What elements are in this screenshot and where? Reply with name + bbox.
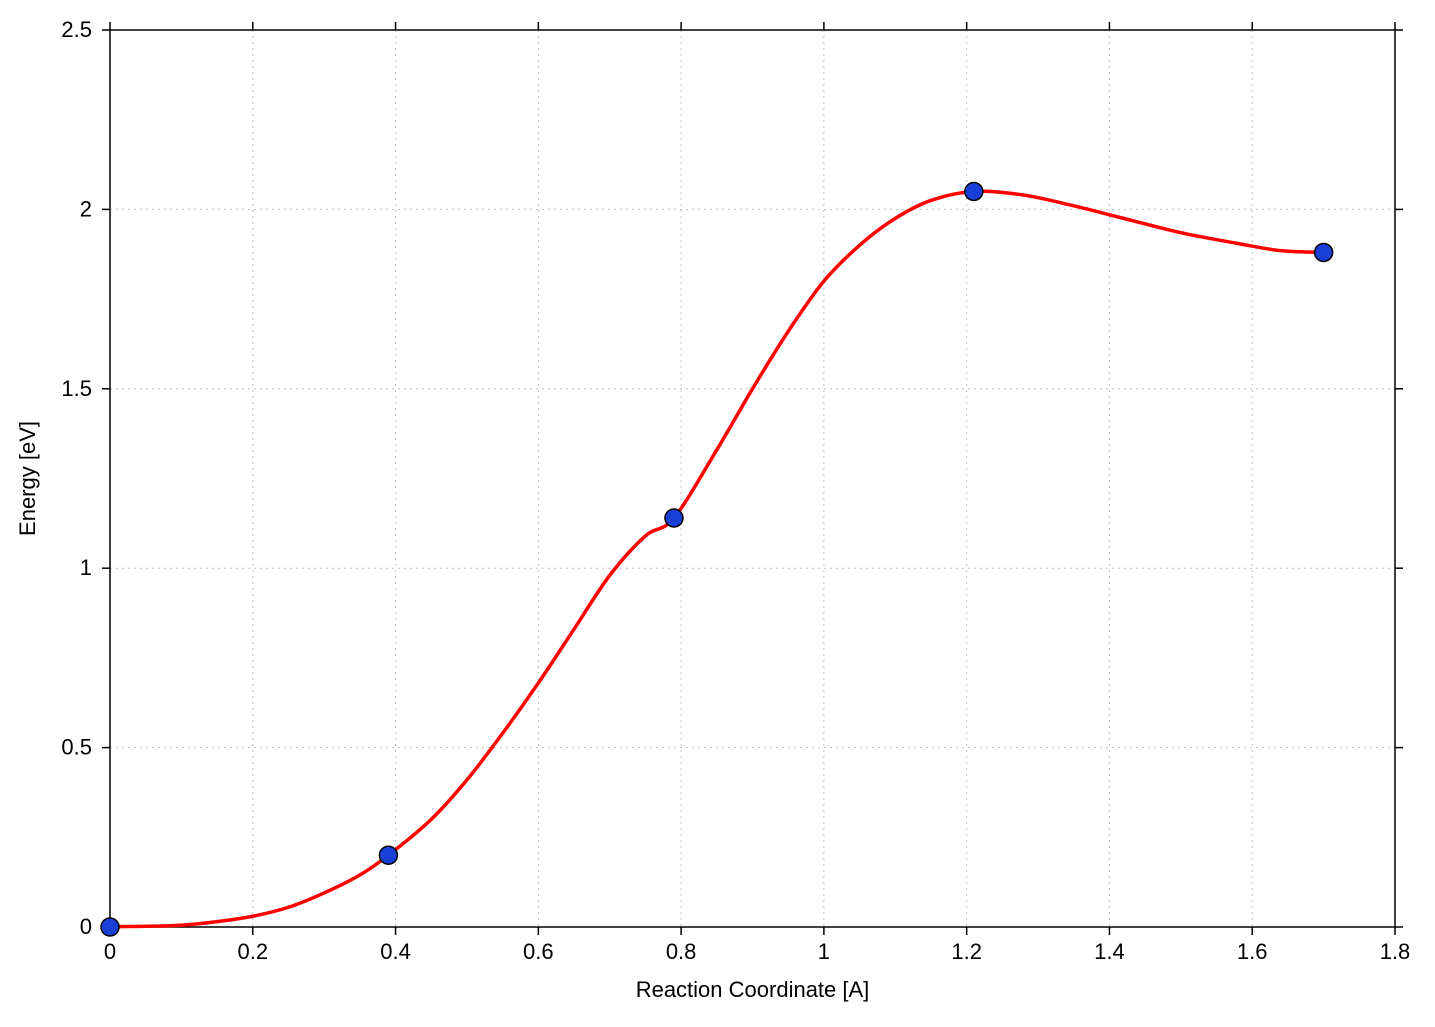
xtick-label: 0.6 (523, 939, 554, 964)
ytick-label: 0.5 (61, 735, 92, 760)
ytick-label: 2.5 (61, 17, 92, 42)
xtick-label: 1.2 (951, 939, 982, 964)
xtick-label: 1.4 (1094, 939, 1125, 964)
data-point (101, 918, 119, 936)
ytick-label: 0 (80, 914, 92, 939)
xtick-label: 1.8 (1380, 939, 1411, 964)
x-axis-label: Reaction Coordinate [A] (636, 977, 870, 1002)
chart-svg: 0 0.2 0.4 0.6 0.8 1 1.2 1.4 1.6 1.8 0 0.5 1 1.5 2 2.5 Re… (0, 0, 1435, 1027)
ytick-label: 1 (80, 555, 92, 580)
xtick-label: 0.4 (380, 939, 411, 964)
xtick-label: 1 (818, 939, 830, 964)
xtick-label: 1.6 (1237, 939, 1268, 964)
ytick-label: 2 (80, 196, 92, 221)
y-axis-label: Energy [eV] (15, 421, 40, 536)
energy-reaction-chart: 0 0.2 0.4 0.6 0.8 1 1.2 1.4 1.6 1.8 0 0.5 1 1.5 2 2.5 Re… (0, 0, 1435, 1027)
xtick-label: 0.8 (666, 939, 697, 964)
data-point (965, 182, 983, 200)
data-point (665, 509, 683, 527)
data-point (379, 846, 397, 864)
ytick-label: 1.5 (61, 376, 92, 401)
xtick-label: 0.2 (237, 939, 268, 964)
data-point (1315, 243, 1333, 261)
xtick-label: 0 (104, 939, 116, 964)
